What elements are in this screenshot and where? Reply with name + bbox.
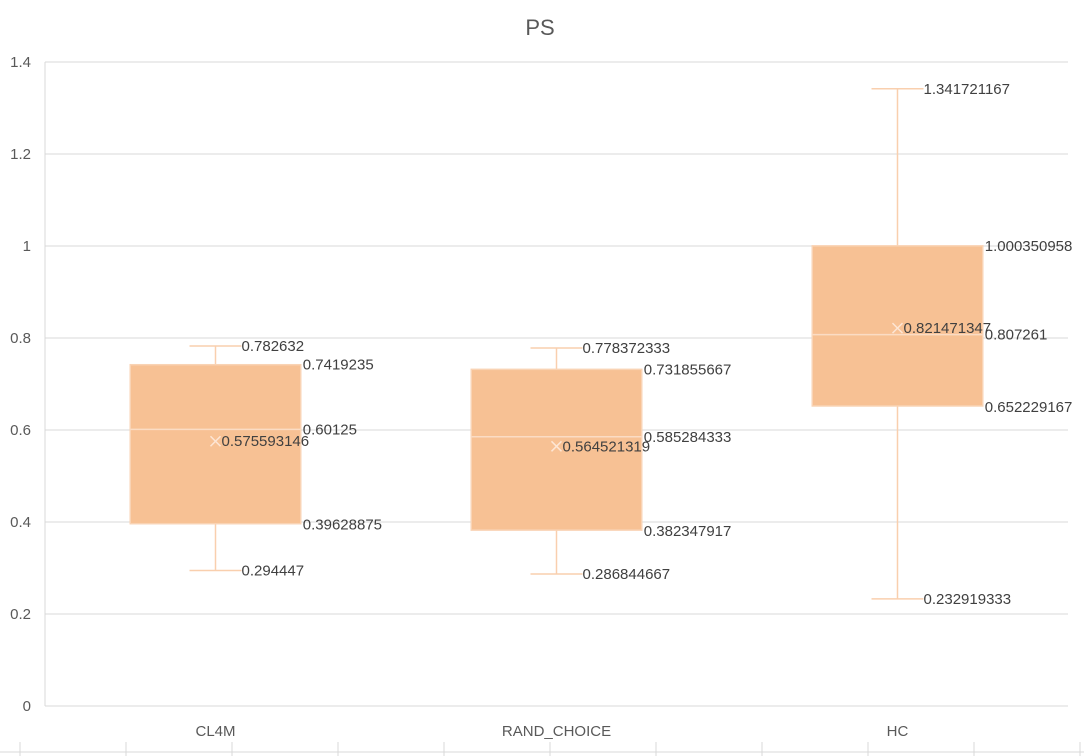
- y-axis-ticks: 0 0.2 0.4 0.6 0.8 1 1.2 1.4: [10, 54, 31, 715]
- box-rand_choice: 0.778372333 0.286844667 0.731855667 0.38234…: [470, 340, 732, 583]
- iqr-box: [470, 368, 643, 531]
- y-tick-label: 0.2: [10, 606, 31, 623]
- y-tick-label: 0: [23, 698, 31, 715]
- mean-label: 0.821471347: [904, 320, 992, 337]
- min-label: 0.232919333: [924, 591, 1012, 608]
- x-category-label: RAND_CHOICE: [502, 723, 611, 740]
- q3-label: 0.731855667: [644, 361, 732, 378]
- x-axis-tick-marks: [0, 742, 1084, 756]
- q1-label: 0.39628875: [303, 517, 382, 534]
- mean-marker: [550, 440, 563, 452]
- y-tick-label: 0.6: [10, 422, 31, 439]
- max-label: 0.778372333: [583, 340, 671, 357]
- q1-label: 0.382347917: [644, 523, 732, 540]
- mean-label: 0.564521319: [563, 438, 651, 455]
- iqr-box: [811, 245, 984, 407]
- q3-label: 1.000350958: [985, 238, 1073, 255]
- y-tick-label: 0.8: [10, 330, 31, 347]
- median-label: 0.585284333: [644, 429, 732, 446]
- box-hc: 1.341721167 0.232919333 1.000350958 0.65222…: [811, 81, 1073, 608]
- q1-label: 0.652229167: [985, 399, 1073, 416]
- x-category-label: HC: [887, 723, 909, 740]
- mean-label: 0.575593146: [222, 433, 310, 450]
- boxes: 0.782632 0.294447 0.7419235 0.39628875 0.601…: [129, 81, 1073, 608]
- median-label: 0.60125: [303, 421, 357, 438]
- min-label: 0.286844667: [583, 566, 671, 583]
- y-tick-label: 1: [23, 238, 31, 255]
- max-label: 1.341721167: [924, 81, 1010, 98]
- median-label: 0.807261: [985, 327, 1048, 344]
- y-tick-label: 1.4: [10, 54, 31, 71]
- y-tick-label: 0.4: [10, 514, 31, 531]
- mean-marker: [891, 322, 904, 334]
- chart-title: PS: [525, 15, 554, 40]
- x-axis-categories: CL4M RAND_CHOICE HC: [195, 723, 908, 740]
- min-label: 0.294447: [242, 563, 305, 580]
- y-tick-label: 1.2: [10, 146, 31, 163]
- q3-label: 0.7419235: [303, 357, 374, 374]
- mean-marker: [209, 435, 222, 447]
- box-cl4m: 0.782632 0.294447 0.7419235 0.39628875 0.601…: [129, 338, 382, 580]
- x-category-label: CL4M: [195, 723, 235, 740]
- iqr-box: [129, 363, 302, 525]
- max-label: 0.782632: [242, 338, 305, 355]
